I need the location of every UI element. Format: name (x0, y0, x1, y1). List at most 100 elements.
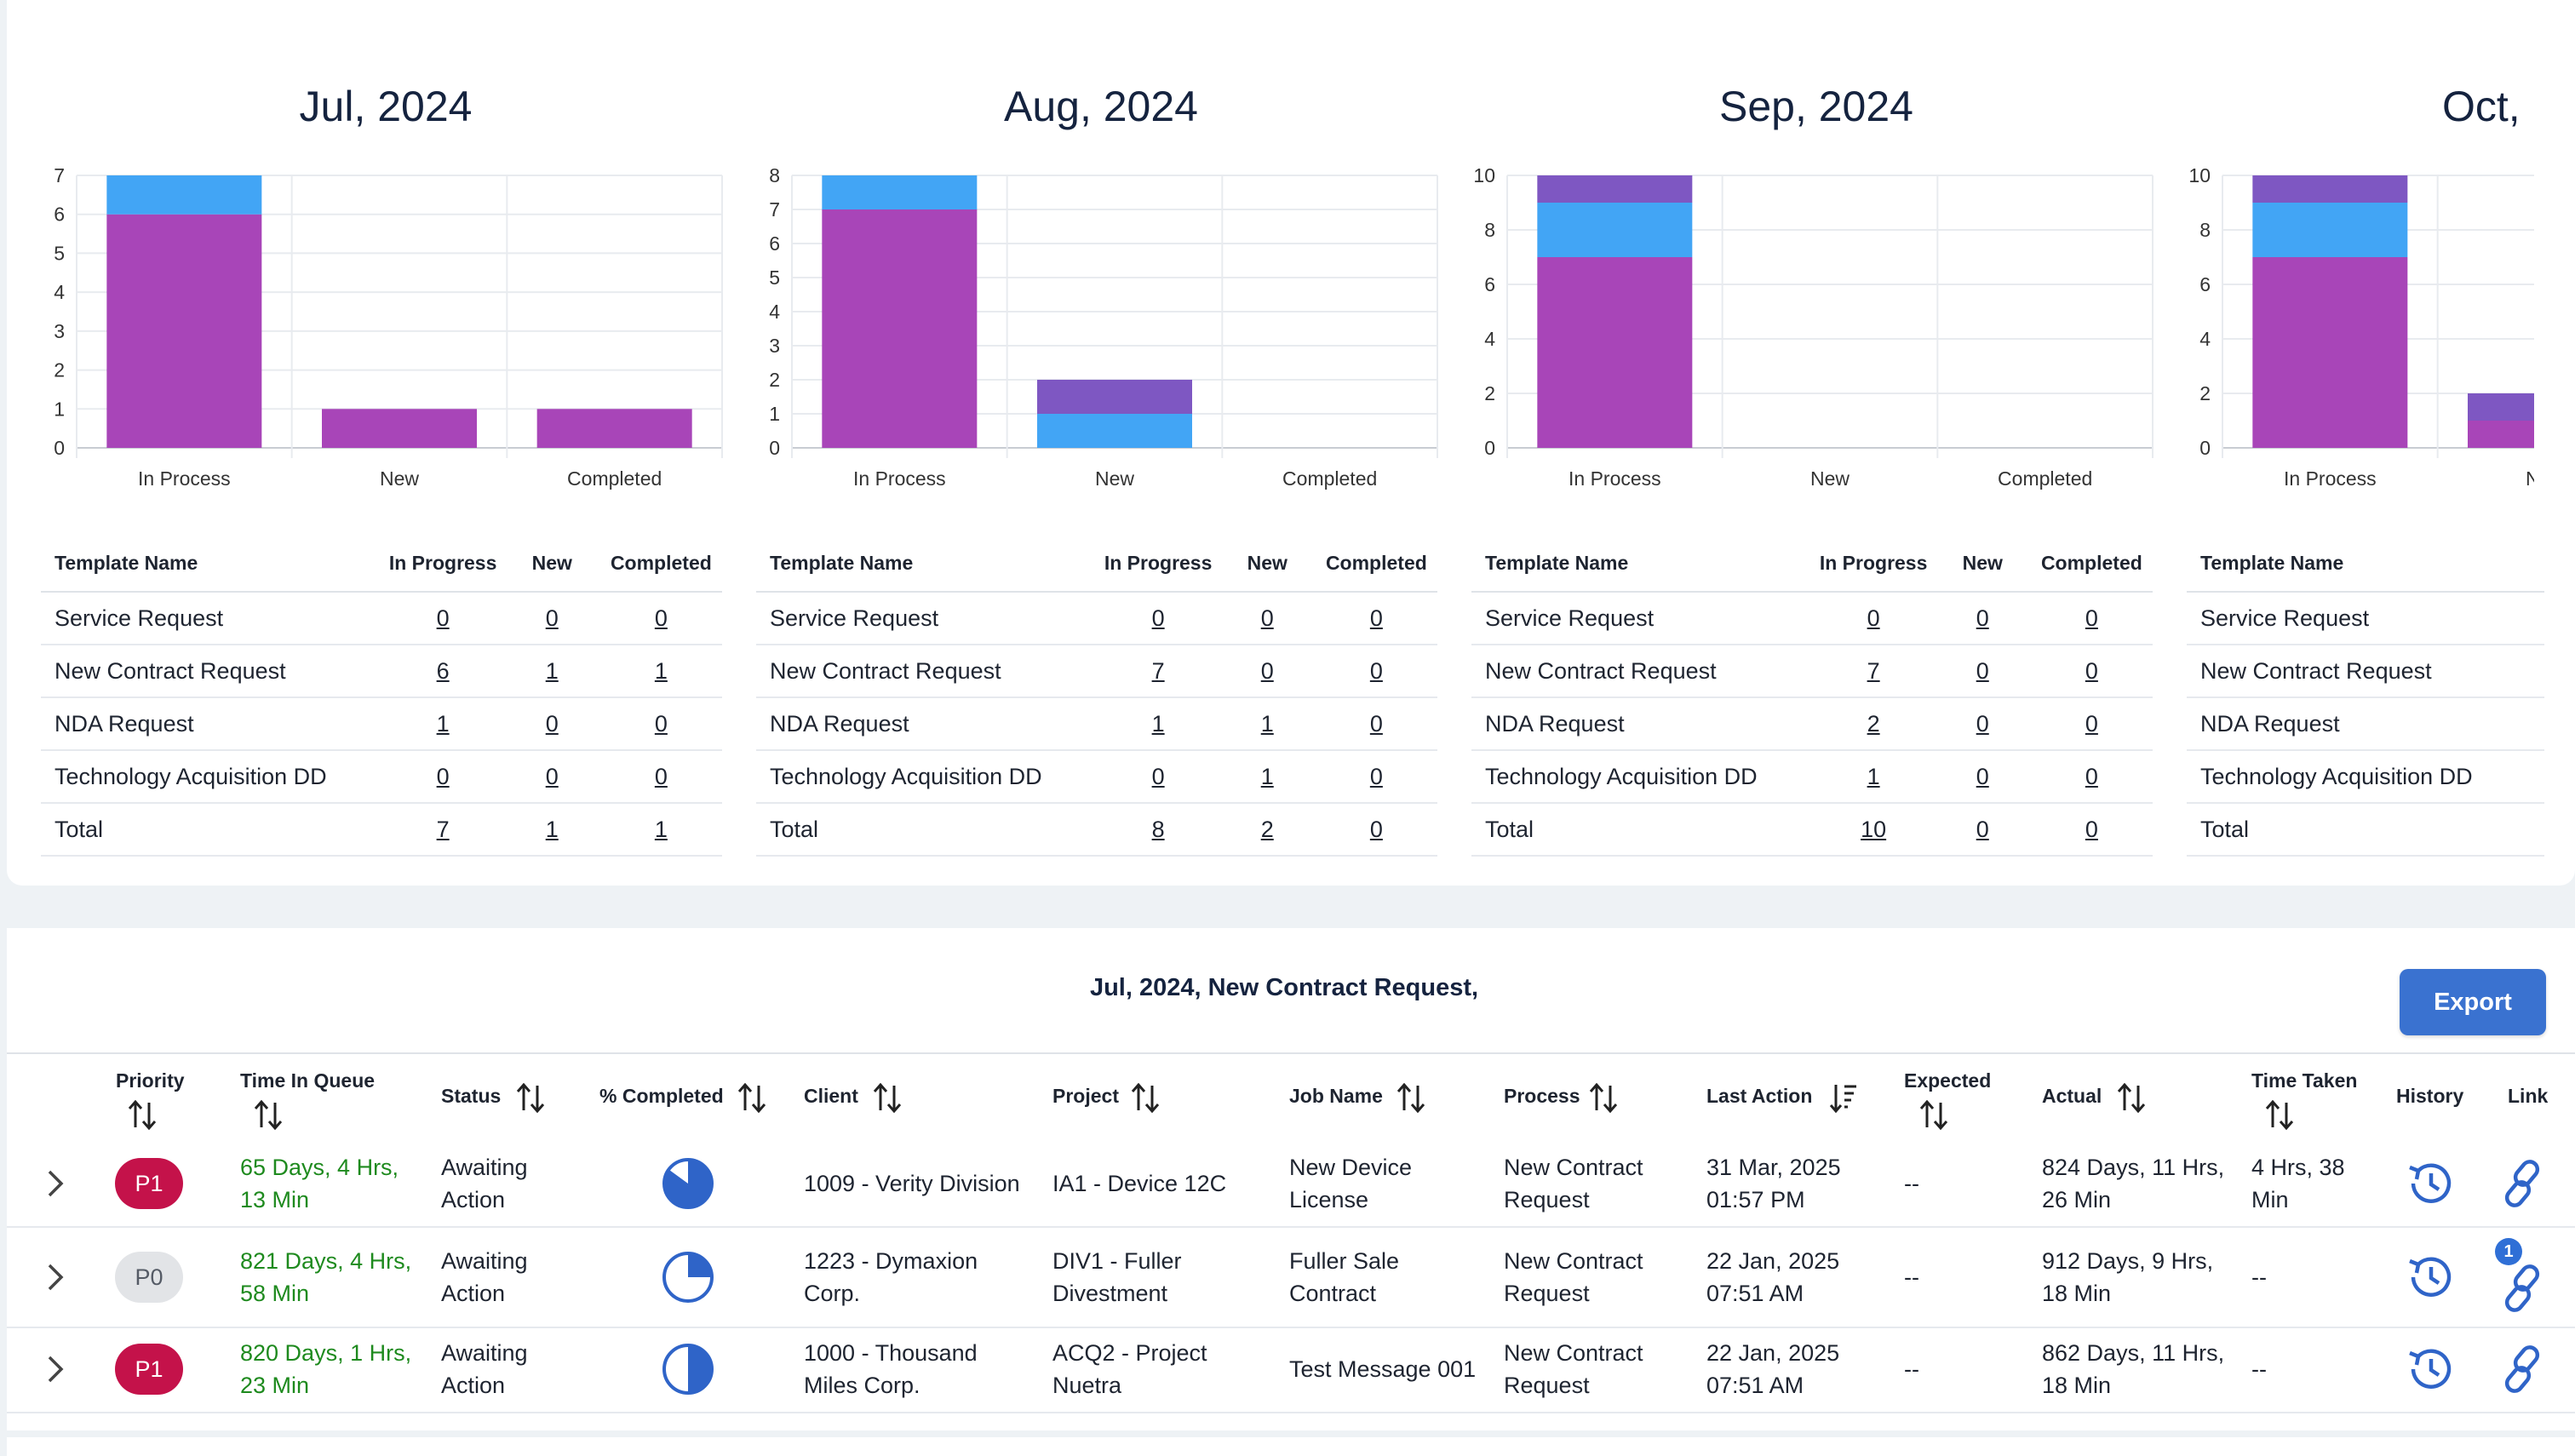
count-link-new[interactable]: 0 (1976, 657, 1989, 684)
bar-segment[interactable] (1037, 380, 1192, 414)
count-link-ip[interactable]: 0 (436, 605, 450, 631)
table-row: Service Request (2187, 592, 2544, 645)
bar-segment[interactable] (106, 214, 262, 448)
count-link-new[interactable]: 1 (545, 816, 559, 842)
bar-segment[interactable] (2252, 175, 2408, 203)
count-link-ip[interactable]: 8 (1151, 816, 1165, 842)
bar-segment[interactable] (1537, 175, 1693, 203)
count-link-comp[interactable]: 0 (2085, 816, 2098, 842)
count-link-new[interactable]: 1 (1260, 763, 1274, 789)
sort-icon[interactable] (1589, 1083, 1618, 1114)
count-link-ip[interactable]: 0 (1151, 763, 1165, 789)
bar-segment[interactable] (2252, 257, 2408, 448)
sort-icon[interactable] (516, 1083, 545, 1114)
bar-segment[interactable] (822, 209, 978, 448)
link-icon[interactable] (2500, 1343, 2548, 1396)
bar-segment[interactable] (822, 175, 978, 209)
sort-icon[interactable] (2265, 1100, 2294, 1131)
export-button[interactable]: Export (2400, 969, 2546, 1035)
sort-icon[interactable] (1396, 1083, 1425, 1114)
column-header-time-taken[interactable]: Time Taken (2251, 1069, 2357, 1092)
sort-icon[interactable] (2117, 1083, 2146, 1114)
count-link-comp[interactable]: 0 (2085, 763, 2098, 789)
column-header-pct-completed[interactable]: % Completed (599, 1085, 724, 1108)
count-link-new[interactable]: 0 (545, 605, 559, 631)
count-link-comp[interactable]: 1 (654, 816, 668, 842)
column-header-last-action[interactable]: Last Action (1706, 1085, 1812, 1108)
count-link-new[interactable]: 0 (1260, 657, 1274, 684)
count-link-comp[interactable]: 0 (1369, 605, 1383, 631)
bar-segment[interactable] (106, 175, 262, 215)
count-link-ip[interactable]: 10 (1861, 816, 1887, 842)
count-link-new[interactable]: 1 (1260, 710, 1274, 737)
count-link-new[interactable]: 0 (1976, 605, 1989, 631)
bar-segment[interactable] (2468, 421, 2534, 448)
count-link-ip[interactable]: 1 (1867, 763, 1880, 789)
bar-segment[interactable] (1537, 203, 1693, 257)
count-link-ip[interactable]: 7 (436, 816, 450, 842)
count-link-new[interactable]: 2 (1260, 816, 1274, 842)
column-header-client[interactable]: Client (804, 1085, 858, 1108)
bar-segment[interactable] (1037, 414, 1192, 448)
count-link-comp[interactable]: 0 (654, 763, 668, 789)
count-link-new[interactable]: 0 (1976, 710, 1989, 737)
count-link-comp[interactable]: 0 (2085, 657, 2098, 684)
bar-segment[interactable] (2468, 393, 2534, 421)
count-link-ip[interactable]: 1 (436, 710, 450, 737)
count-link-ip[interactable]: 6 (436, 657, 450, 684)
actual-line2: 26 Min (2042, 1187, 2112, 1212)
count-link-comp[interactable]: 0 (1369, 710, 1383, 737)
count-link-ip[interactable]: 0 (1867, 605, 1880, 631)
column-header-priority[interactable]: Priority (116, 1069, 185, 1092)
column-header-project[interactable]: Project (1052, 1085, 1119, 1108)
bar-segment[interactable] (2252, 203, 2408, 257)
count-link-comp[interactable]: 0 (654, 710, 668, 737)
column-header-actual[interactable]: Actual (2042, 1085, 2102, 1108)
sort-desc-icon[interactable] (1829, 1083, 1858, 1114)
count-link-comp[interactable]: 0 (1369, 816, 1383, 842)
count-link-comp[interactable]: 0 (1369, 763, 1383, 789)
count-link-ip[interactable]: 1 (1151, 710, 1165, 737)
count-link-ip[interactable]: 7 (1867, 657, 1880, 684)
column-header-expected[interactable]: Expected (1904, 1069, 1991, 1092)
expand-chevron-icon[interactable] (43, 1260, 68, 1294)
link-icon[interactable] (2500, 1157, 2548, 1210)
bar-segment[interactable] (322, 409, 477, 448)
count-link-ip[interactable]: 0 (436, 763, 450, 789)
sort-icon[interactable] (254, 1100, 283, 1131)
column-header-status[interactable]: Status (441, 1085, 501, 1108)
count-link-comp[interactable]: 1 (654, 657, 668, 684)
history-icon[interactable] (2405, 1251, 2457, 1304)
count-link-new[interactable]: 0 (545, 763, 559, 789)
sort-icon[interactable] (873, 1083, 902, 1114)
history-icon[interactable] (2405, 1157, 2457, 1210)
count-link-new[interactable]: 1 (545, 657, 559, 684)
stacked-bar-chart: 0 2 4 6 8 10 In Process New (2188, 164, 2534, 490)
bar-segment[interactable] (536, 409, 692, 448)
column-header-time-in-queue[interactable]: Time In Queue (240, 1069, 375, 1092)
history-icon[interactable] (2405, 1343, 2457, 1396)
sort-icon[interactable] (737, 1083, 766, 1114)
expand-chevron-icon[interactable] (43, 1167, 68, 1201)
client: 1000 - Thousand Miles Corp. (804, 1337, 978, 1402)
count-link-ip[interactable]: 7 (1151, 657, 1165, 684)
template-name: Total (756, 803, 1098, 857)
count-link-ip[interactable]: 2 (1867, 710, 1880, 737)
count-link-comp[interactable]: 0 (654, 605, 668, 631)
count-link-comp[interactable]: 0 (2085, 710, 2098, 737)
column-header-process[interactable]: Process (1504, 1085, 1580, 1108)
count-link-new[interactable]: 0 (545, 710, 559, 737)
count-link-ip[interactable]: 0 (1151, 605, 1165, 631)
count-link-comp[interactable]: 0 (1369, 657, 1383, 684)
sort-icon[interactable] (1131, 1083, 1160, 1114)
count-link-new[interactable]: 0 (1260, 605, 1274, 631)
link-icon[interactable] (2500, 1262, 2548, 1315)
count-link-comp[interactable]: 0 (2085, 605, 2098, 631)
count-link-new[interactable]: 0 (1976, 816, 1989, 842)
sort-icon[interactable] (128, 1100, 157, 1131)
sort-icon[interactable] (1919, 1100, 1948, 1131)
count-link-new[interactable]: 0 (1976, 763, 1989, 789)
column-header-job-name[interactable]: Job Name (1289, 1085, 1383, 1108)
bar-segment[interactable] (1537, 257, 1693, 448)
expand-chevron-icon[interactable] (43, 1352, 68, 1386)
